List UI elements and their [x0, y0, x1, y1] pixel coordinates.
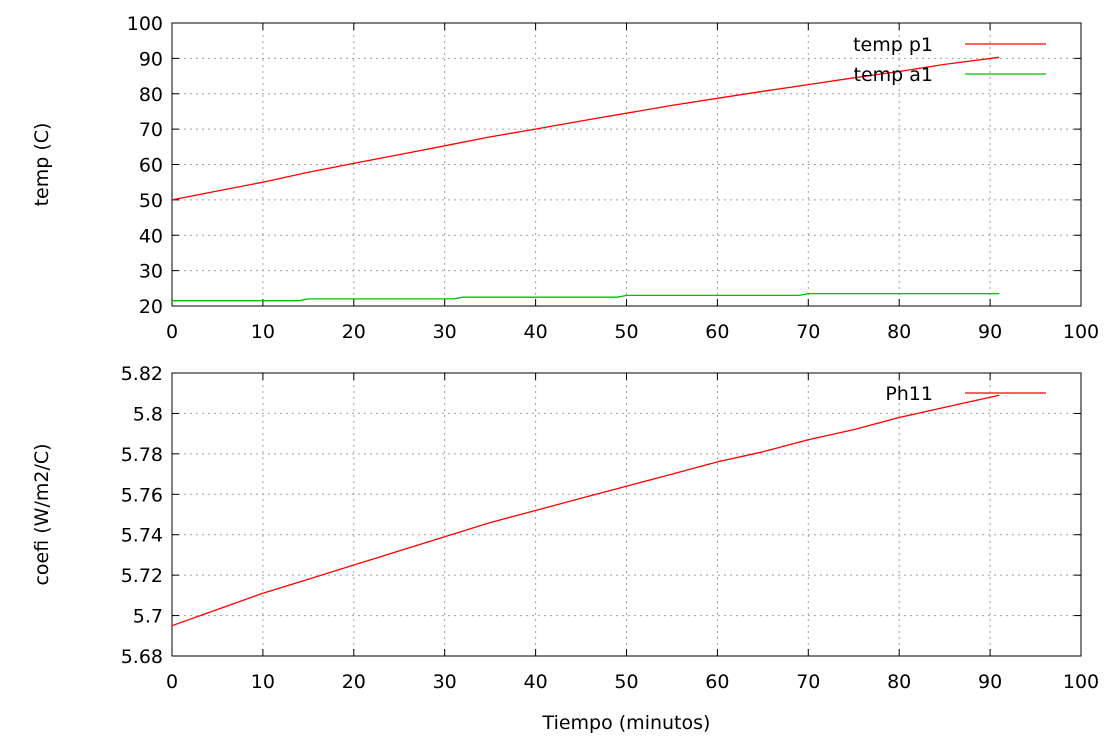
- y-tick-label: 70: [139, 119, 163, 141]
- x-tick-label: 90: [978, 321, 1002, 343]
- x-tick-label: 0: [166, 321, 178, 343]
- legend-label: temp a1: [854, 64, 933, 86]
- y-tick-label: 100: [127, 13, 163, 35]
- x-tick-label: 20: [342, 671, 366, 693]
- x-tick-label: 40: [524, 321, 548, 343]
- x-tick-label: 40: [524, 671, 548, 693]
- y-tick-label: 5.74: [121, 525, 163, 547]
- y-tick-label: 5.8: [133, 403, 163, 425]
- x-axis-title: Tiempo (minutos): [542, 712, 711, 734]
- legend-label: temp p1: [853, 34, 933, 56]
- y-tick-label: 5.76: [121, 484, 163, 506]
- x-tick-label: 50: [614, 671, 638, 693]
- x-tick-label: 80: [887, 321, 911, 343]
- y-tick-label: 20: [139, 296, 163, 318]
- y-tick-label: 50: [139, 190, 163, 212]
- x-tick-label: 70: [796, 671, 820, 693]
- y-tick-label: 5.78: [121, 444, 163, 466]
- series-line-Ph11: [171, 394, 1000, 627]
- y-tick-label: 30: [139, 261, 163, 283]
- x-tick-label: 50: [614, 321, 638, 343]
- y-tick-label: 5.72: [121, 565, 163, 587]
- x-tick-label: 70: [796, 321, 820, 343]
- series-line-temp-a1: [172, 292, 1000, 302]
- x-tick-label: 30: [433, 321, 457, 343]
- x-tick-label: 100: [1063, 671, 1099, 693]
- y-tick-label: 90: [139, 48, 163, 70]
- y-axis-title: coefi (W/m2/C): [31, 443, 53, 585]
- x-tick-label: 10: [251, 321, 275, 343]
- y-tick-label: 40: [139, 225, 163, 247]
- series-line-temp-p1: [171, 56, 1000, 201]
- chart-panel-2: 0 10 20 30 40 50 60 70 80 90 100 5.68 5.7 5.72 5.74 5.7…: [31, 363, 1099, 734]
- x-tick-label: 60: [705, 321, 729, 343]
- y-tick-label: 5.7: [133, 606, 163, 628]
- x-tick-label: 60: [705, 671, 729, 693]
- y-tick-label: 60: [139, 155, 163, 177]
- chart-panel-1: 0 10 20 30 40 50 60 70 80 90 100 20 30 40 50 60 70 80 90 10…: [31, 13, 1099, 343]
- legend-label: Ph11: [885, 383, 933, 405]
- x-tick-label: 100: [1063, 321, 1099, 343]
- x-tick-label: 90: [978, 671, 1002, 693]
- y-tick-label: 5.68: [121, 646, 163, 668]
- x-tick-label: 30: [433, 671, 457, 693]
- y-axis-title: temp (C): [31, 123, 53, 207]
- x-tick-label: 10: [251, 671, 275, 693]
- y-tick-label: 5.82: [121, 363, 163, 385]
- x-tick-label: 0: [166, 671, 178, 693]
- x-tick-label: 80: [887, 671, 911, 693]
- y-tick-label: 80: [139, 84, 163, 106]
- x-tick-label: 20: [342, 321, 366, 343]
